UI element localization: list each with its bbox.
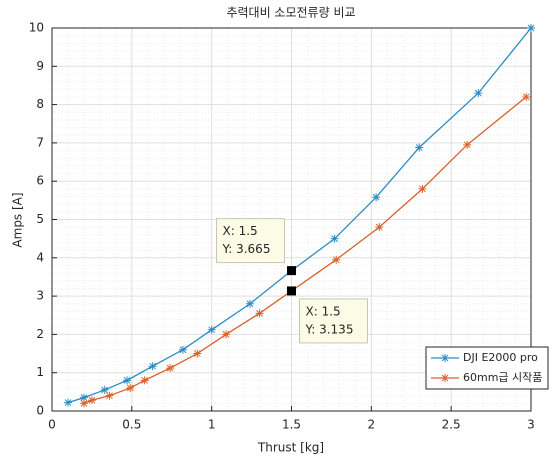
- data-point: [126, 384, 135, 393]
- y-tick-label: 9: [36, 59, 44, 73]
- data-point: [330, 234, 339, 243]
- y-tick-label: 6: [36, 174, 44, 188]
- x-tick-label: 0.5: [122, 418, 141, 432]
- datatip-y: Y: 3.135: [305, 322, 354, 336]
- y-tick-label: 5: [36, 212, 44, 226]
- data-point: [178, 345, 187, 354]
- data-point: [527, 24, 535, 32]
- x-tick-label: 0: [48, 418, 56, 432]
- data-point: [79, 399, 88, 408]
- data-point: [193, 349, 202, 358]
- y-tick-label: 10: [29, 21, 44, 35]
- data-point: [105, 391, 114, 400]
- data-point: [415, 143, 424, 152]
- datatip-marker: [287, 266, 296, 276]
- y-tick-label: 8: [36, 97, 44, 111]
- legend-label: DJI E2000 pro: [463, 351, 538, 364]
- legend-box: [425, 346, 549, 390]
- data-point: [474, 89, 483, 98]
- x-tick-label: 2: [368, 418, 376, 432]
- data-point: [166, 364, 175, 373]
- series-line: [67, 27, 532, 404]
- legend-label: 60mm급 시작품: [463, 371, 542, 384]
- chart-title: 추력대비 소모전류량 비교: [226, 6, 355, 20]
- data-point: [123, 376, 132, 385]
- y-axis-label: Amps [A]: [11, 192, 25, 247]
- legend-marker: [441, 374, 449, 382]
- data-point: [372, 193, 381, 202]
- x-tick-label: 2.5: [442, 418, 461, 432]
- data-point: [255, 309, 264, 318]
- data-point: [87, 396, 96, 405]
- datatip-marker: [287, 286, 296, 296]
- y-tick-label: 0: [36, 404, 44, 418]
- data-point: [222, 330, 231, 339]
- y-tick-label: 1: [36, 365, 44, 379]
- datatip-box: [216, 218, 285, 264]
- data-point: [140, 376, 149, 385]
- data-point: [418, 184, 427, 193]
- y-tick-label: 2: [36, 327, 44, 341]
- x-tick-label: 3: [527, 418, 535, 432]
- data-point: [332, 255, 341, 264]
- y-tick-label: 7: [36, 135, 44, 149]
- data-point: [100, 385, 109, 394]
- datatip-x: X: 1.5: [223, 224, 258, 238]
- datatip-y: Y: 3.665: [222, 242, 271, 256]
- datatip-x: X: 1.5: [306, 304, 341, 318]
- data-point: [148, 362, 157, 371]
- datatip-box: [299, 298, 368, 344]
- data-point: [522, 92, 531, 101]
- data-point: [245, 299, 254, 308]
- x-tick-label: 1.5: [282, 418, 301, 432]
- data-point: [79, 393, 88, 402]
- data-point: [375, 223, 384, 232]
- legend-marker: [441, 354, 449, 362]
- axes-box: [51, 27, 532, 412]
- y-tick-label: 4: [36, 250, 44, 264]
- x-tick-label: 1: [208, 418, 216, 432]
- x-axis-label: Thrust [kg]: [257, 441, 324, 455]
- data-point: [463, 140, 472, 149]
- y-tick-label: 3: [36, 289, 44, 303]
- data-point: [63, 398, 72, 407]
- data-point: [207, 325, 216, 334]
